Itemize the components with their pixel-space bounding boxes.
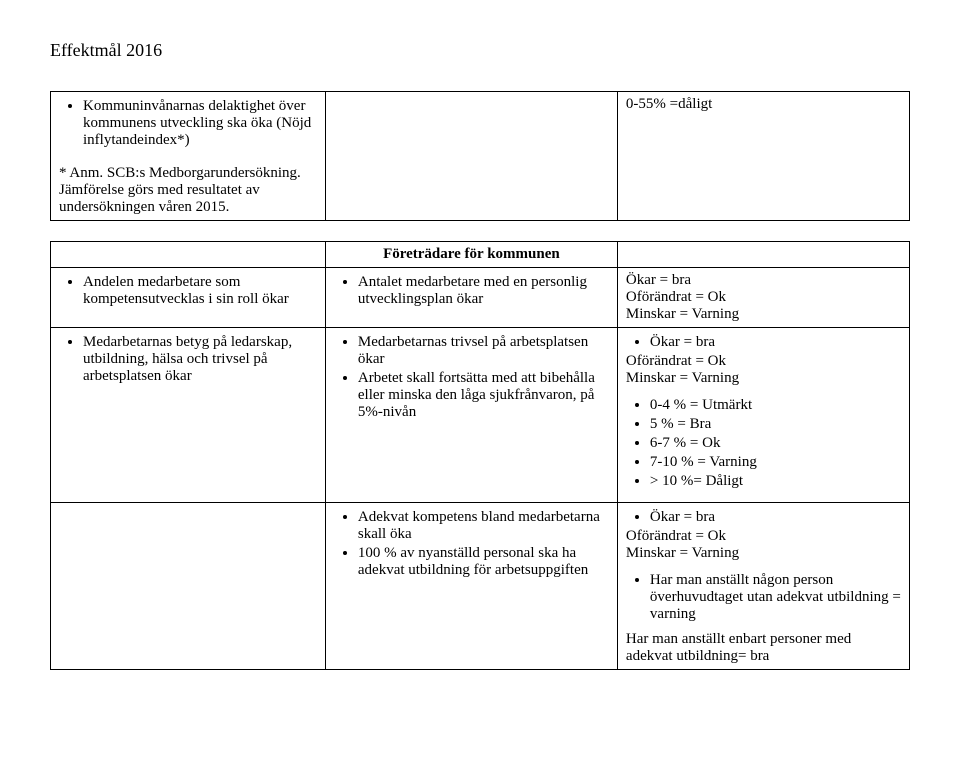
page-title: Effektmål 2016	[50, 40, 910, 61]
section-header: Företrädare för kommunen	[325, 242, 617, 268]
bullet-item: Arbetet skall fortsätta med att bibehåll…	[358, 370, 609, 421]
table-row: Andelen medarbetare som kompetensutveckl…	[51, 268, 910, 328]
bullet-item: Ökar = bra	[650, 509, 901, 526]
bullet-item: 5 % = Bra	[650, 416, 901, 433]
table-main: Företrädare för kommunen Andelen medarbe…	[50, 241, 910, 670]
bullet-item: 7-10 % = Varning	[650, 454, 901, 471]
bullet-item: Medarbetarnas trivsel på arbetsplatsen ö…	[358, 334, 609, 368]
bullet-item: Har man anställt någon person överhuvudt…	[650, 572, 901, 623]
table-row: * Anm. SCB:s Medborgarundersökning. Jämf…	[51, 161, 910, 221]
footnote-text: * Anm. SCB:s Medborgarundersökning. Jämf…	[59, 165, 317, 216]
bullet-item: Adekvat kompetens bland medarbetarna ska…	[358, 509, 609, 543]
cell-text: 0-55% =dåligt	[617, 92, 909, 162]
bullet-item: 6-7 % = Ok	[650, 435, 901, 452]
table-top: Kommuninvånarnas delaktighet över kommun…	[50, 91, 910, 221]
bullet-item: Ökar = bra	[650, 334, 901, 351]
bullet-item: Kommuninvånarnas delaktighet över kommun…	[83, 98, 317, 149]
table-row: Adekvat kompetens bland medarbetarna ska…	[51, 503, 910, 670]
table-header-row: Företrädare för kommunen	[51, 242, 910, 268]
bullet-item: 100 % av nyanställd personal ska ha adek…	[358, 545, 609, 579]
bullet-item: 0-4 % = Utmärkt	[650, 397, 901, 414]
table-row: Medarbetarnas betyg på ledarskap, utbild…	[51, 328, 910, 503]
cell-line: Oförändrat = Ok	[626, 289, 901, 306]
bullet-item: Antalet medarbetare med en personlig utv…	[358, 274, 609, 308]
bullet-item: Medarbetarnas betyg på ledarskap, utbild…	[83, 334, 317, 385]
bullet-item: > 10 %= Dåligt	[650, 473, 901, 490]
cell-line: Minskar = Varning	[626, 370, 901, 387]
cell-line: Ökar = bra	[626, 272, 901, 289]
cell-line: Har man anställt enbart personer med ade…	[626, 631, 901, 665]
cell-line: Minskar = Varning	[626, 306, 901, 323]
cell-line: Oförändrat = Ok	[626, 353, 901, 370]
bullet-item: Andelen medarbetare som kompetensutveckl…	[83, 274, 317, 308]
cell-line: Oförändrat = Ok	[626, 528, 901, 545]
table-row: Kommuninvånarnas delaktighet över kommun…	[51, 92, 910, 162]
cell-line: Minskar = Varning	[626, 545, 901, 562]
